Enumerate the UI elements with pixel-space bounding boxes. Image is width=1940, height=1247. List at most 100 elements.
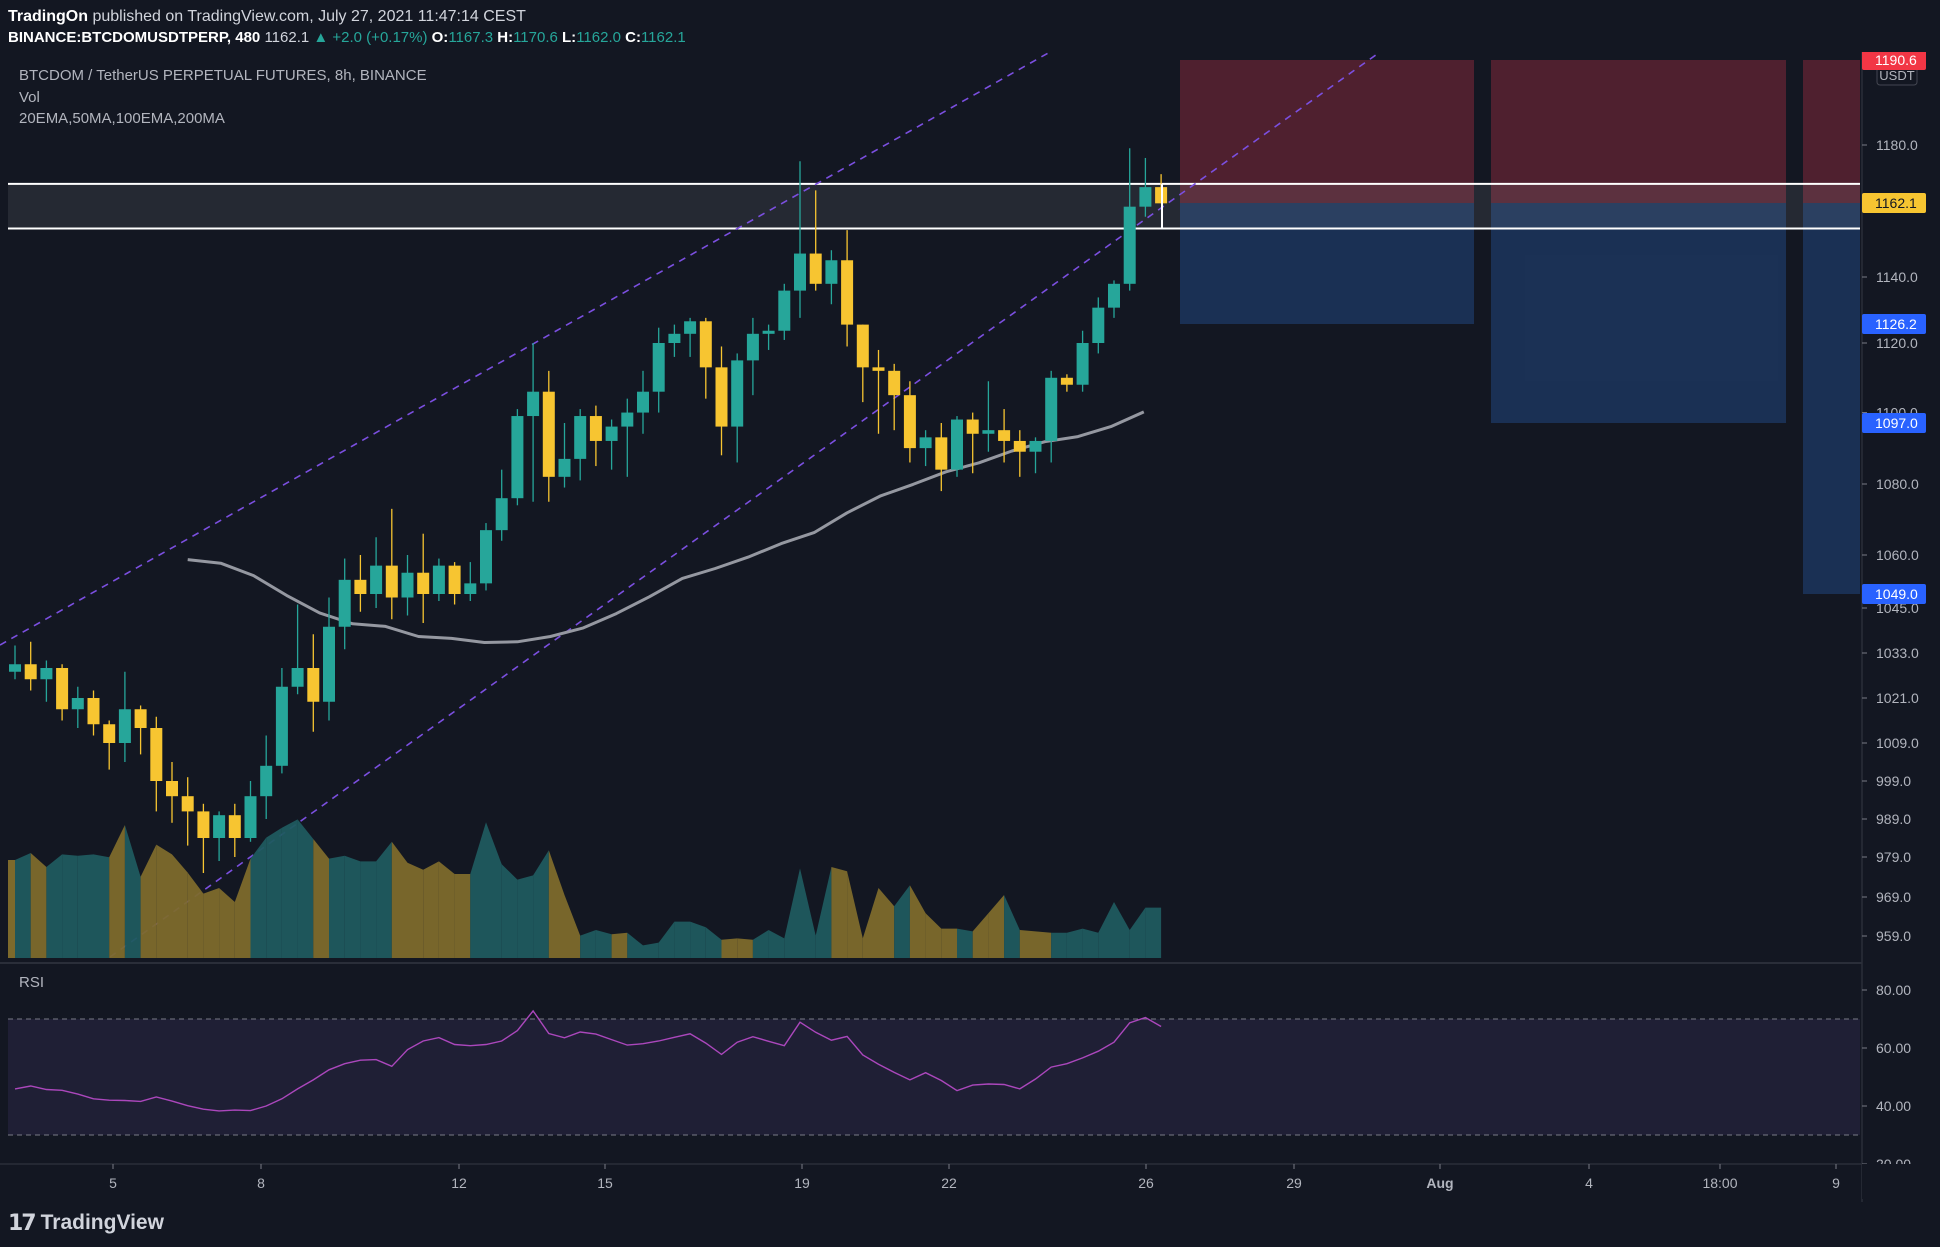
candle-body xyxy=(103,724,116,743)
candle xyxy=(24,641,37,691)
time-tick-label: 19 xyxy=(794,1175,810,1191)
candle-body xyxy=(731,360,744,427)
rsi-tick-label: 40.00 xyxy=(1876,1098,1911,1114)
chart-axes: USDT1180.01140.01120.01100.01080.01060.0… xyxy=(0,52,1940,1202)
volume-bar xyxy=(815,867,832,958)
candle-body xyxy=(684,321,697,334)
candle-body xyxy=(919,437,932,449)
rsi-tick-label: 80.00 xyxy=(1876,982,1911,998)
volume-bar xyxy=(1051,932,1067,958)
candle xyxy=(715,346,728,456)
volume-bar xyxy=(140,844,157,958)
publisher-name[interactable]: TradingOn xyxy=(8,8,88,25)
volume-bar xyxy=(1082,928,1099,958)
price-tick-label: 969.0 xyxy=(1876,889,1911,905)
volume-bar xyxy=(376,841,392,958)
candle xyxy=(825,250,838,305)
candle-body xyxy=(794,253,806,291)
candle xyxy=(56,664,69,721)
chart-title[interactable]: BTCDOM / TetherUS PERPETUAL FUTURES, 8h,… xyxy=(19,67,427,84)
price-tick-label: 1009.0 xyxy=(1876,735,1919,751)
candle xyxy=(291,604,304,695)
change-up-icon: ▲ xyxy=(313,29,329,46)
volume-bar xyxy=(266,827,282,958)
time-tick-label: 5 xyxy=(109,1175,117,1191)
rsi-legend[interactable]: RSI xyxy=(19,974,45,991)
candle xyxy=(464,562,477,601)
axis-corner xyxy=(1862,1164,1940,1199)
candle-body xyxy=(228,815,241,838)
candle-body xyxy=(448,565,461,594)
candle xyxy=(1092,297,1105,354)
candle-body xyxy=(197,811,210,838)
candle-body xyxy=(637,391,649,413)
candle-body xyxy=(118,709,131,743)
volume-bar xyxy=(643,942,659,958)
candle xyxy=(589,405,602,467)
volume-bar xyxy=(517,875,534,958)
published-text: published on TradingView.com, July 27, 2… xyxy=(92,8,526,25)
price-tick-label: 1021.0 xyxy=(1876,690,1919,706)
candle-body xyxy=(275,686,288,766)
ma-legend[interactable]: 20EMA,50MA,100EMA,200MA xyxy=(19,110,225,127)
candle-body xyxy=(495,498,508,531)
time-tick-label: 18:00 xyxy=(1702,1175,1737,1191)
candle-body xyxy=(542,391,555,477)
candle-body xyxy=(715,367,728,427)
footer-brand: TradingView xyxy=(40,1211,164,1234)
price-tick-label: 959.0 xyxy=(1876,928,1911,944)
vol-legend[interactable]: Vol xyxy=(19,89,40,106)
time-tick-label: 29 xyxy=(1286,1175,1302,1191)
price-chart[interactable]: USDT1180.01140.01120.01100.01080.01060.0… xyxy=(0,52,1940,1202)
resistance-band xyxy=(8,183,1860,229)
candle xyxy=(652,327,665,413)
volume-bar xyxy=(124,825,141,958)
candle xyxy=(621,398,634,477)
target-price-badge xyxy=(1862,413,1926,433)
tradingview-logo[interactable]: 𝟭𝟳 TradingView xyxy=(8,1210,164,1236)
price-change: +2.0 (+0.17%) xyxy=(332,29,428,46)
candle-body xyxy=(841,260,854,325)
volume-bar xyxy=(894,885,910,958)
volume-bar xyxy=(329,855,345,958)
low-value: 1162.0 xyxy=(576,29,621,46)
volume-bar xyxy=(1114,902,1130,958)
candle xyxy=(1108,280,1120,318)
candle-body xyxy=(87,698,100,725)
target-price-label: 1126.2 xyxy=(1875,316,1917,332)
candle-body xyxy=(966,419,979,434)
volume-bar xyxy=(62,854,78,958)
last-price: 1162.1 xyxy=(264,29,310,46)
candle xyxy=(809,190,822,291)
volume-bar xyxy=(925,913,942,958)
volume-bar xyxy=(1145,907,1162,958)
channel-upper-line xyxy=(0,52,1051,646)
volume-bar xyxy=(486,822,502,958)
candle xyxy=(260,735,273,819)
candle-body xyxy=(511,416,524,499)
candle xyxy=(307,634,320,732)
candle xyxy=(448,562,461,605)
volume-bar xyxy=(219,888,235,958)
stop-price-label: 1190.6 xyxy=(1875,52,1917,68)
candle xyxy=(951,416,963,477)
resistance-levels xyxy=(8,182,1860,230)
candle-body xyxy=(71,698,84,710)
candle-body xyxy=(370,565,383,594)
candle xyxy=(731,353,744,463)
price-tick-label: 979.0 xyxy=(1876,849,1911,865)
candle-body xyxy=(1108,283,1120,308)
candle xyxy=(228,803,241,857)
volume-bar xyxy=(46,854,63,958)
candle-body xyxy=(1045,377,1058,441)
volume-bar xyxy=(1035,931,1052,958)
volume-bar xyxy=(972,913,989,958)
candle-body xyxy=(903,395,916,449)
candle xyxy=(323,597,335,721)
candle xyxy=(197,803,210,873)
candle xyxy=(903,381,916,463)
candle-body xyxy=(464,583,477,594)
candle xyxy=(856,324,869,403)
candle xyxy=(401,555,414,616)
candle xyxy=(213,811,226,861)
